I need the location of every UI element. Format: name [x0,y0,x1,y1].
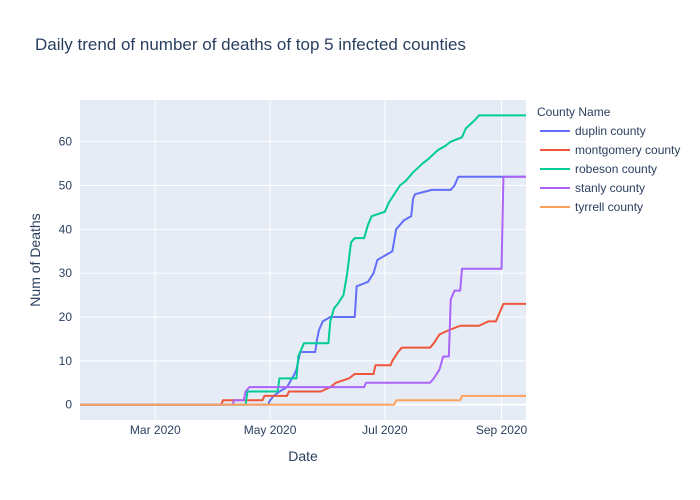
x-tick-label: Jul 2020 [362,423,408,437]
chart-title: Daily trend of number of deaths of top 5… [35,35,466,54]
y-tick-label: 60 [59,135,73,149]
y-tick-label: 20 [59,310,73,324]
series-line-stanly-county[interactable] [80,175,526,406]
y-axis-title: Num of Deaths [27,213,43,306]
series-line-robeson-county[interactable] [80,114,526,406]
legend[interactable]: County Name duplin county montgomery coun… [537,105,680,214]
y-tick-label: 50 [59,178,73,192]
series-line-montgomery-county[interactable] [80,302,526,406]
legend-label: robeson county [575,162,657,176]
legend-title: County Name [537,105,611,119]
legend-label: stanly county [575,181,645,195]
y-tick-label: 0 [65,398,72,412]
legend-label: montgomery county [575,143,680,157]
y-tick-label: 40 [59,222,73,236]
x-axis-title: Date [288,448,318,464]
x-tick-label: Sep 2020 [476,423,528,437]
legend-label: duplin county [575,124,646,138]
legend-item-stanly-county[interactable]: stanly county [540,181,645,195]
legend-item-tyrrell-county[interactable]: tyrrell county [540,200,643,214]
y-tick-label: 30 [59,266,73,280]
series-line-tyrrell-county[interactable] [80,394,526,406]
x-tick-label: May 2020 [244,423,297,437]
y-axis-ticks: 0 10 20 30 40 50 60 [59,135,73,412]
x-tick-label: Mar 2020 [130,423,181,437]
legend-item-montgomery-county[interactable]: montgomery county [540,143,680,157]
legend-item-duplin-county[interactable]: duplin county [540,124,646,138]
legend-label: tyrrell county [575,200,643,214]
legend-item-robeson-county[interactable]: robeson county [540,162,657,176]
legend-items: duplin county montgomery county robeson co… [540,124,680,214]
y-tick-label: 10 [59,354,73,368]
series-layer [80,114,526,406]
gridlines [80,100,526,420]
x-axis-ticks: Mar 2020 May 2020 Jul 2020 Sep 2020 [130,423,528,437]
plot-area [80,100,526,420]
